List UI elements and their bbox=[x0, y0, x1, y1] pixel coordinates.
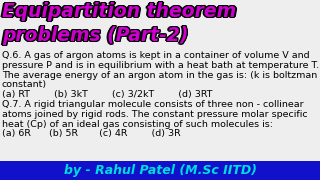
Text: (a) 6R      (b) 5R       (c) 4R        (d) 3R: (a) 6R (b) 5R (c) 4R (d) 3R bbox=[2, 129, 181, 138]
Text: Equipartition theorem: Equipartition theorem bbox=[1, 2, 235, 21]
Text: Equipartition theorem: Equipartition theorem bbox=[1, 2, 235, 21]
Text: problems (Part-2): problems (Part-2) bbox=[1, 26, 187, 45]
Text: Equipartition theorem: Equipartition theorem bbox=[2, 3, 236, 22]
Text: Equipartition theorem: Equipartition theorem bbox=[2, 1, 236, 20]
Text: Equipartition theorem: Equipartition theorem bbox=[1, 1, 235, 20]
Text: (a) RT        (b) 3kT        (c) 3/2kT        (d) 3RT: (a) RT (b) 3kT (c) 3/2kT (d) 3RT bbox=[2, 90, 212, 99]
Text: problems (Part-2): problems (Part-2) bbox=[2, 26, 188, 45]
Text: Q.6. A gas of argon atoms is kept in a container of volume V and: Q.6. A gas of argon atoms is kept in a c… bbox=[2, 51, 310, 60]
Text: constant): constant) bbox=[2, 80, 47, 89]
Text: by - Rahul Patel (M.Sc IITD): by - Rahul Patel (M.Sc IITD) bbox=[63, 164, 257, 177]
Text: Equipartition theorem: Equipartition theorem bbox=[1, 3, 235, 22]
Text: problems (Part-2): problems (Part-2) bbox=[2, 24, 188, 44]
Text: problems (Part-2): problems (Part-2) bbox=[2, 27, 188, 46]
Text: Equipartition theorem: Equipartition theorem bbox=[3, 1, 237, 20]
Text: problems (Part-2): problems (Part-2) bbox=[3, 26, 190, 45]
Text: Equipartition theorem: Equipartition theorem bbox=[2, 3, 236, 22]
Text: problems (Part-2): problems (Part-2) bbox=[1, 25, 188, 44]
Text: problems (Part-2): problems (Part-2) bbox=[2, 28, 188, 46]
Text: problems (Part-2): problems (Part-2) bbox=[2, 25, 188, 44]
Text: The average energy of an argon atom in the gas is: (k is boltzman: The average energy of an argon atom in t… bbox=[2, 71, 317, 80]
Text: problems (Part-2): problems (Part-2) bbox=[1, 27, 188, 46]
Text: pressure P and is in equilibrium with a heat bath at temperature T.: pressure P and is in equilibrium with a … bbox=[2, 61, 319, 70]
Text: Equipartition theorem: Equipartition theorem bbox=[3, 2, 237, 21]
Text: atoms joined by rigid rods. The constant pressure molar specific: atoms joined by rigid rods. The constant… bbox=[2, 110, 308, 119]
Text: problems (Part-2): problems (Part-2) bbox=[3, 25, 189, 44]
Bar bbox=[0, 161, 320, 180]
Text: Equipartition theorem: Equipartition theorem bbox=[3, 3, 237, 22]
Text: problems (Part-2): problems (Part-2) bbox=[4, 26, 190, 45]
Text: heat (Cp) of an ideal gas consisting of such molecules is:: heat (Cp) of an ideal gas consisting of … bbox=[2, 120, 273, 129]
Text: Equipartition theorem: Equipartition theorem bbox=[2, 1, 236, 19]
Text: problems (Part-2): problems (Part-2) bbox=[1, 26, 187, 45]
Text: problems (Part-2): problems (Part-2) bbox=[3, 27, 189, 46]
Text: Q.7. A rigid triangular molecule consists of three non - collinear: Q.7. A rigid triangular molecule consist… bbox=[2, 100, 304, 109]
Text: Equipartition theorem: Equipartition theorem bbox=[2, 2, 236, 21]
Text: Equipartition theorem: Equipartition theorem bbox=[4, 2, 238, 21]
